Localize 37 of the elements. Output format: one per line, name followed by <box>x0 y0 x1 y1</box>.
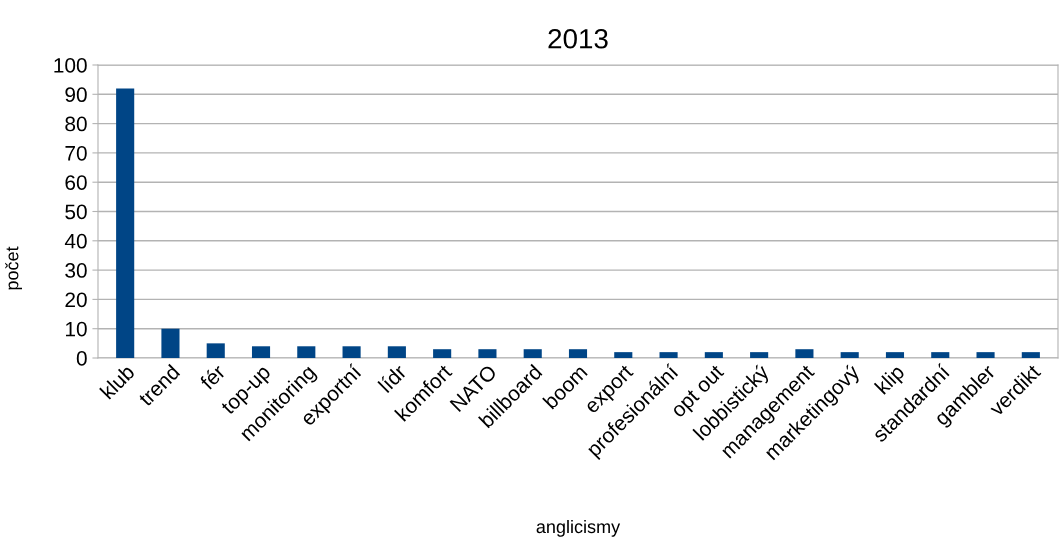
x-axis-title: anglicismy <box>536 519 621 537</box>
bar <box>433 349 452 358</box>
bar <box>161 328 180 358</box>
bar <box>1021 352 1040 358</box>
y-tick-label: 90 <box>65 87 87 103</box>
bar <box>478 349 497 358</box>
chart-title: 2013 <box>548 28 608 49</box>
y-tick-label: 30 <box>65 263 87 278</box>
bar <box>795 349 814 358</box>
bar <box>206 343 225 358</box>
y-tick-label: 100 <box>54 58 87 73</box>
bar <box>251 346 271 358</box>
bar <box>750 352 769 358</box>
x-tick-label: klub <box>99 363 136 400</box>
bar <box>704 352 723 358</box>
y-tick-label: 20 <box>65 292 87 308</box>
bar <box>840 352 859 358</box>
bar <box>387 346 406 358</box>
y-tick-label: 50 <box>65 204 87 220</box>
y-tick-label: 60 <box>65 175 87 190</box>
y-tick-label: 70 <box>65 145 87 161</box>
y-tick-label: 80 <box>65 116 87 132</box>
bar <box>523 349 542 358</box>
y-tick-label: 40 <box>64 233 87 249</box>
y-tick-label: 0 <box>76 351 87 366</box>
bar <box>931 352 950 358</box>
bar <box>659 352 678 358</box>
bar <box>297 346 316 358</box>
bar <box>614 352 633 358</box>
bar <box>342 346 361 358</box>
bar <box>568 349 588 358</box>
y-tick-label: 10 <box>66 321 87 337</box>
bar <box>116 88 135 358</box>
bar <box>976 352 995 358</box>
x-tick-label: fér <box>198 362 227 391</box>
bar <box>885 352 905 358</box>
y-axis-title: počet <box>5 246 22 290</box>
